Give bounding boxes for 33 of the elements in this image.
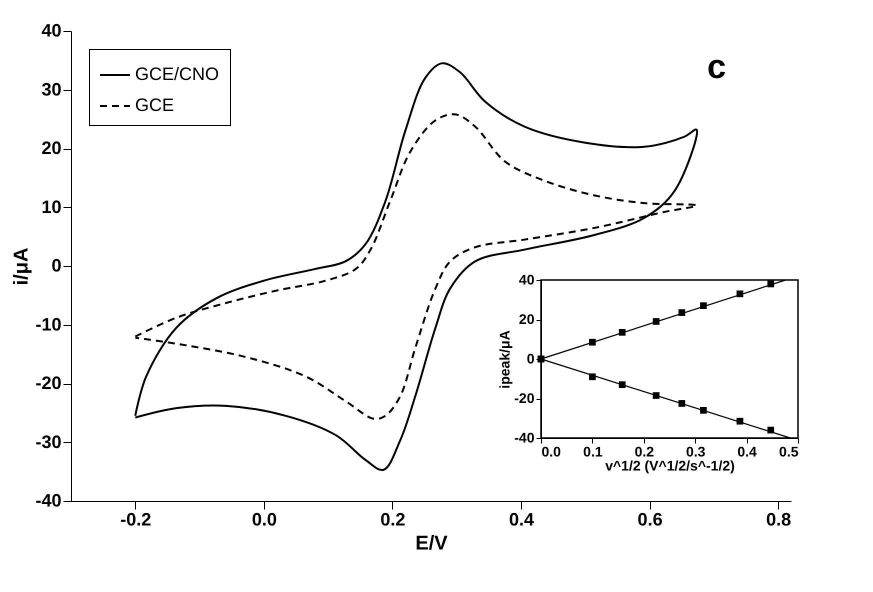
y-tick-label: 20 — [41, 138, 62, 158]
x-tick-label: 0.6 — [638, 510, 663, 530]
x-axis-title: v^1/2 (V^1/2/s^-1/2) — [605, 458, 735, 474]
y-tick-label: 10 — [41, 196, 62, 217]
x-tick-label: 0.4 — [508, 510, 534, 530]
annotation: c — [707, 48, 726, 86]
y-tick-label: 40 — [518, 272, 535, 288]
x-tick-label: 0.2 — [380, 510, 406, 530]
y-tick-label: 30 — [41, 79, 62, 100]
y-tick-label: -40 — [514, 430, 535, 446]
x-tick-label: 0.3 — [686, 444, 706, 460]
y-tick-label: -20 — [514, 390, 535, 406]
x-tick-label: 0.8 — [766, 510, 792, 530]
x-tick-label: 0.0 — [252, 510, 277, 530]
x-tick-label: 0.1 — [583, 444, 603, 460]
y-tick-label: -30 — [35, 432, 62, 452]
y-tick-label: -40 — [35, 490, 62, 510]
y-tick-label: -20 — [35, 373, 62, 393]
y-axis-title: i/μA — [10, 248, 32, 286]
x-tick-label: 0.0 — [542, 444, 562, 460]
x-tick-label: 0.2 — [634, 444, 654, 460]
x-tick-label: -0.2 — [120, 510, 152, 530]
x-tick-label: 0.4 — [737, 444, 758, 460]
legend-label: GCE/CNO — [135, 64, 220, 84]
y-tick-label: 0 — [526, 350, 535, 366]
legend-label: GCE — [135, 95, 174, 115]
y-tick-label: -10 — [35, 314, 62, 334]
x-tick-label: 0.5 — [779, 444, 799, 460]
y-tick-label: 20 — [518, 311, 535, 327]
y-tick-label: 0 — [51, 256, 62, 276]
y-tick-label: 40 — [41, 20, 62, 40]
x-axis-title: E/V — [415, 532, 448, 554]
y-axis-title: ipeak/μA — [496, 330, 512, 389]
